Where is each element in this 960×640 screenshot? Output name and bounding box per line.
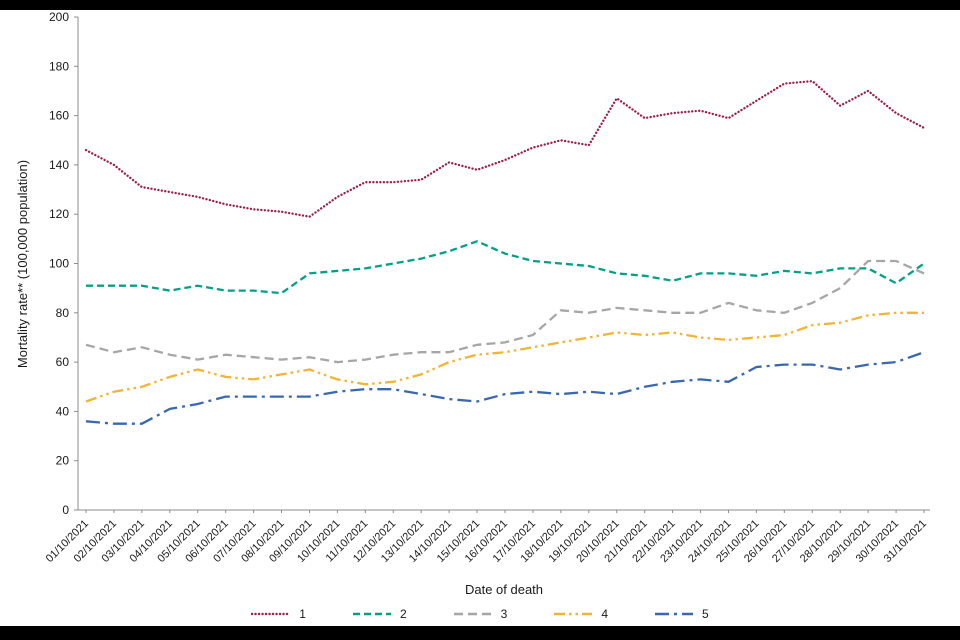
legend-label-4: 4 [601,607,609,621]
y-axis-tick-label: 180 [49,59,69,73]
y-axis-tick-label: 120 [49,207,69,221]
legend-item-2: 2 [352,607,407,621]
chart-region: Mortality rate** (100,000 population) Da… [0,10,960,626]
y-axis-tick-label: 40 [56,404,70,418]
legend-swatch-3 [453,612,492,616]
legend-swatch-5 [655,612,694,616]
series-5-line [85,351,925,425]
x-axis-title: Date of death [465,582,543,597]
legend-item-5: 5 [654,607,709,621]
legend-swatch-1 [251,612,292,616]
legend-item-4: 4 [553,607,608,621]
legend: 1 2 3 4 5 [0,607,960,621]
legend-item-1: 1 [251,607,306,621]
bottom-letterbox-bar [0,626,960,640]
y-axis-tick-label: 140 [49,158,69,172]
y-axis-tick-label: 80 [56,306,70,320]
legend-swatch-4 [554,612,593,616]
mortality-rate-line-chart: Mortality rate** (100,000 population) Da… [15,10,930,597]
series-3-line [85,259,925,364]
legend-label-2: 2 [399,607,407,621]
y-axis-tick-label: 100 [49,257,69,271]
axes: 02040608010012014016018020001/10/202102/… [44,10,930,565]
series-lines [84,79,926,425]
y-axis-tick-label: 160 [49,109,69,123]
y-axis-tick-label: 60 [56,355,70,369]
series-4-line [85,311,924,403]
legend-item-3: 3 [453,607,508,621]
legend-label-1: 1 [299,607,306,621]
series-2-line [86,240,925,295]
y-axis-title: Mortality rate** (100,000 population) [15,160,30,368]
y-axis-tick-label: 200 [49,10,69,24]
y-axis-tick-label: 0 [62,503,69,517]
legend-label-3: 3 [500,607,508,621]
legend-label-5: 5 [702,607,709,621]
series-1-line [84,79,926,218]
y-axis-tick-label: 20 [56,454,70,468]
legend-swatch-2 [352,612,391,616]
top-letterbox-bar [0,0,960,10]
